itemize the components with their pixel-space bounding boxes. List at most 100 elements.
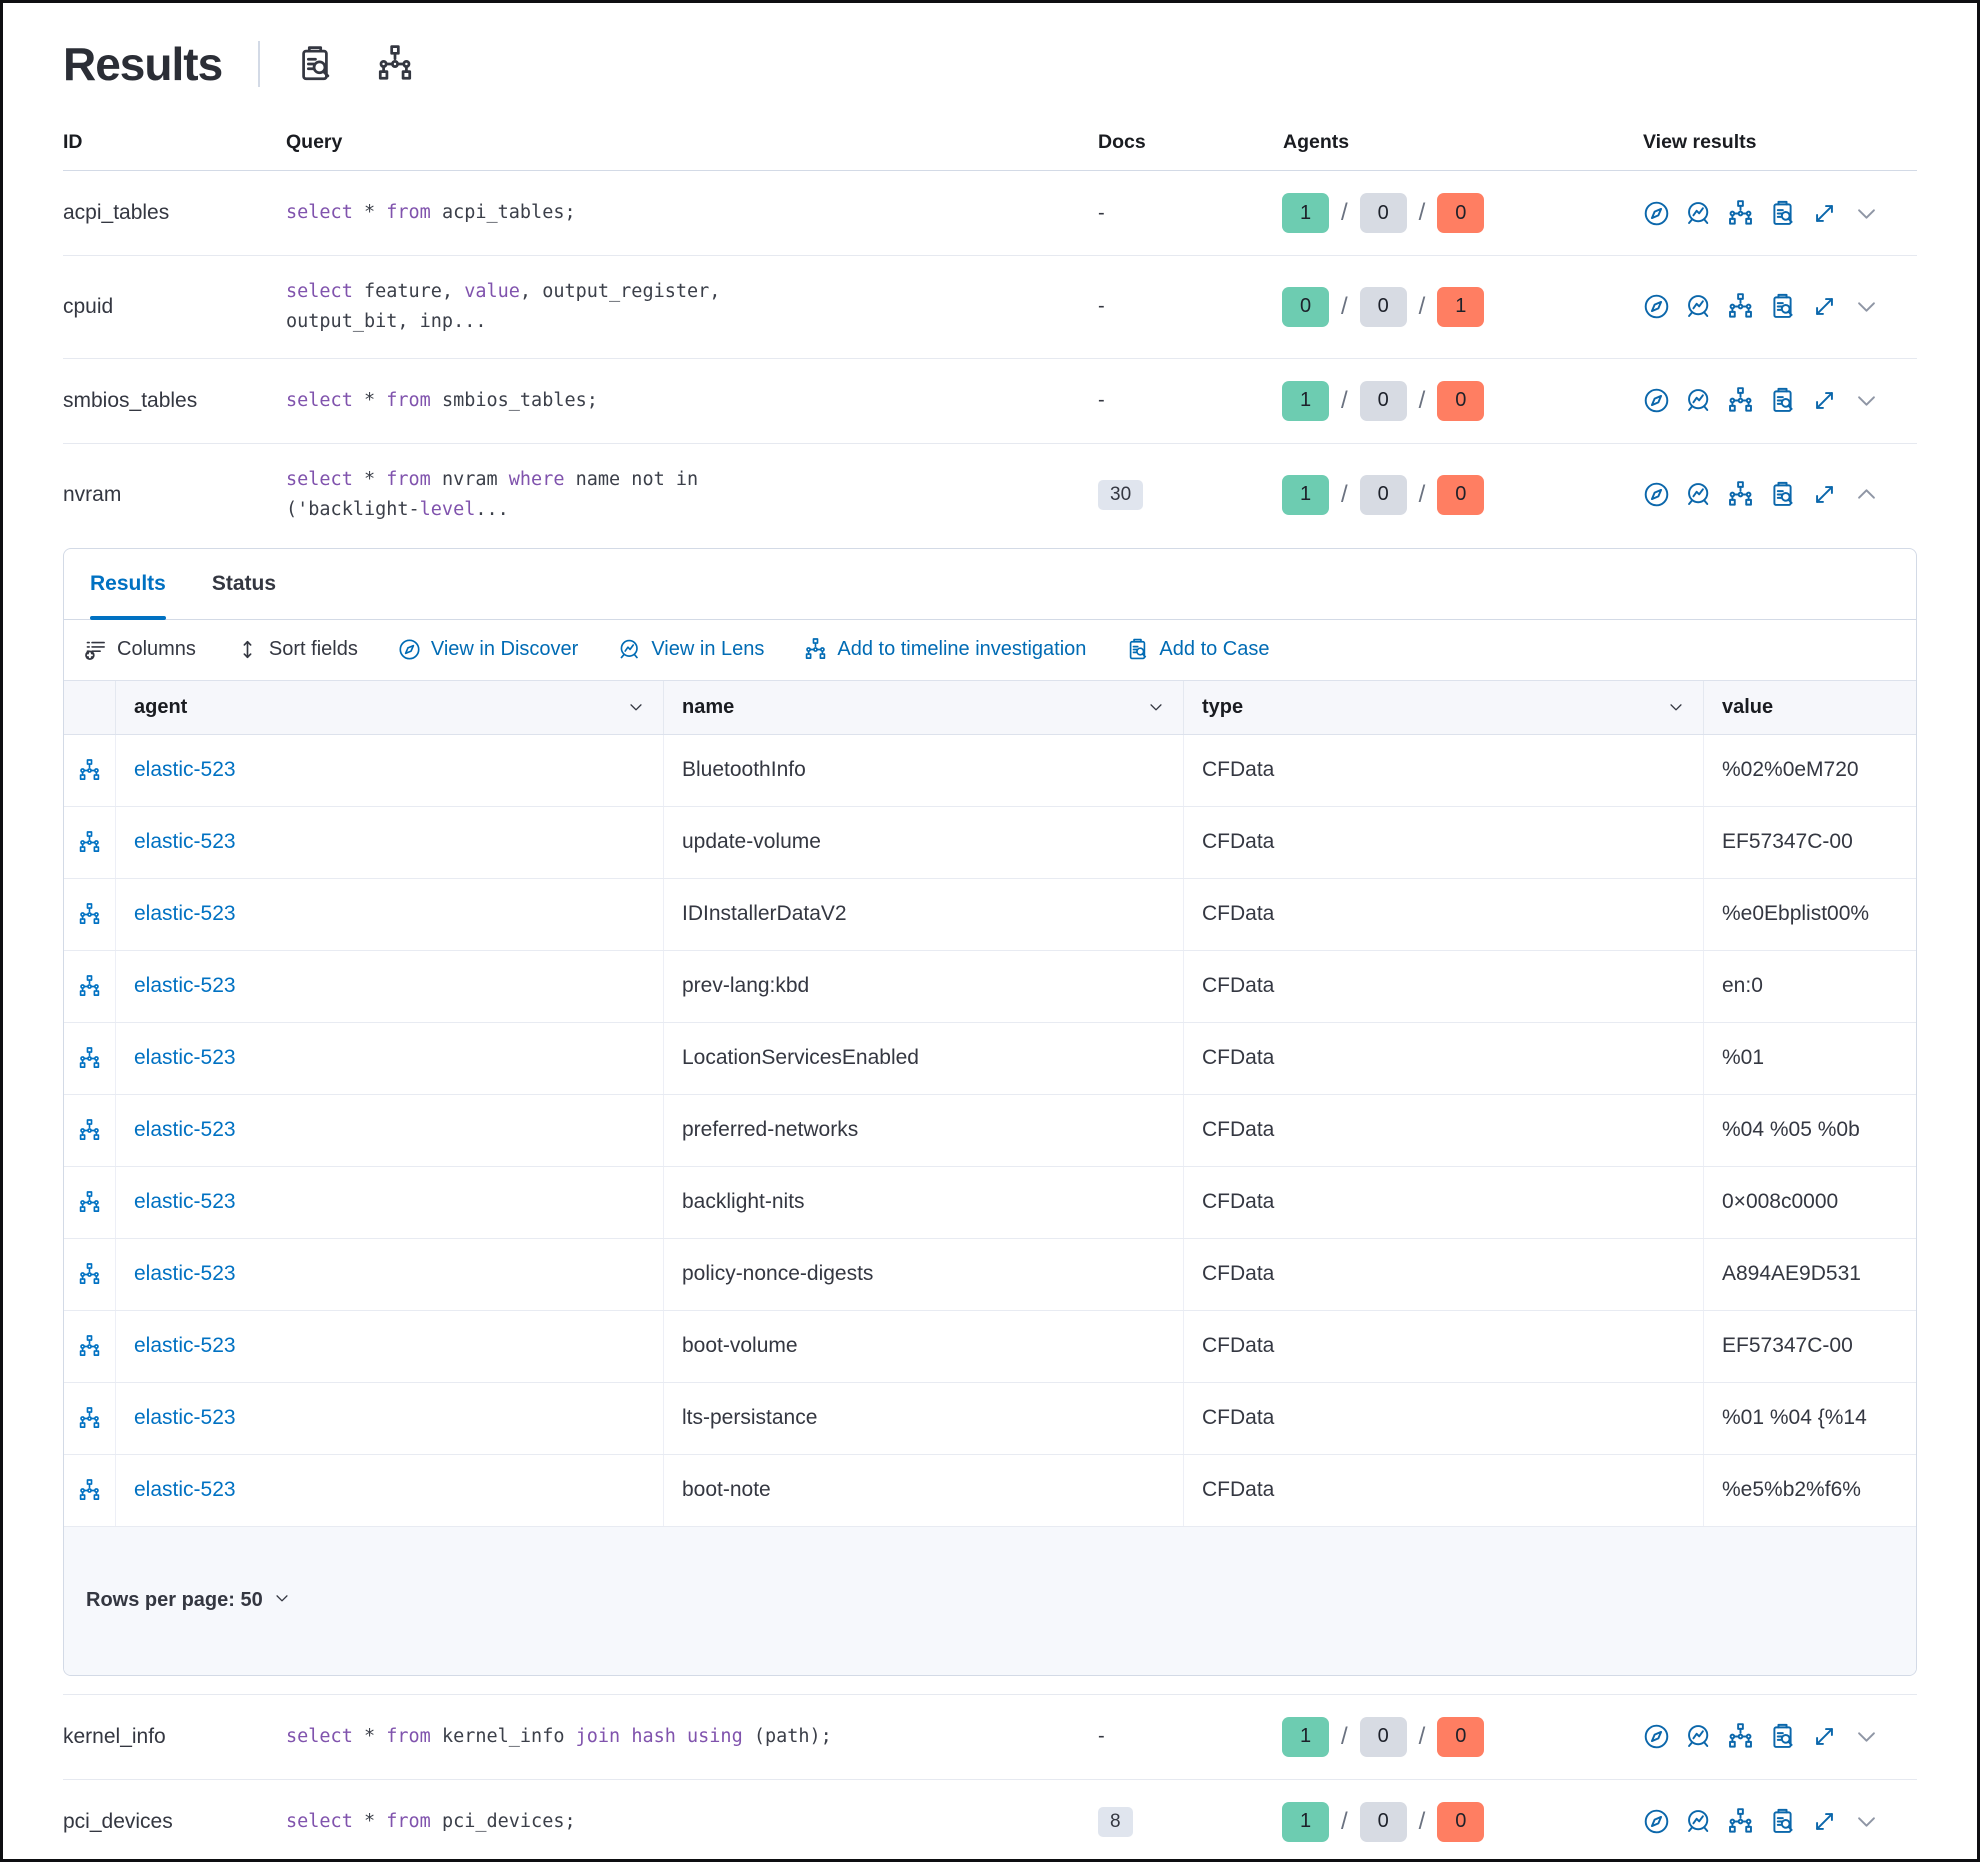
- add-to-timeline-investigation-button[interactable]: [1727, 1808, 1754, 1835]
- add-to-timeline-button[interactable]: [78, 759, 101, 782]
- case-icon: [1773, 200, 1793, 225]
- toolbar-label: Add to Case: [1159, 638, 1270, 661]
- add-to-timeline-button[interactable]: [78, 1335, 101, 1358]
- add-to-case-button[interactable]: [1769, 1723, 1796, 1750]
- agents-pending-badge: 0: [1359, 380, 1407, 421]
- agent-link[interactable]: elastic-523: [134, 830, 236, 854]
- collapse-row-button[interactable]: [1853, 481, 1880, 508]
- agent-link[interactable]: elastic-523: [134, 902, 236, 926]
- expand-row-button[interactable]: [1853, 1808, 1880, 1835]
- value-cell: 0×008c0000: [1722, 1190, 1839, 1214]
- view-in-lens-button[interactable]: [1685, 293, 1712, 320]
- view-in-discover-button[interactable]: [1643, 481, 1670, 508]
- add-to-case-button[interactable]: [1769, 293, 1796, 320]
- add-to-timeline-button[interactable]: [78, 1263, 101, 1286]
- agent-link[interactable]: elastic-523: [134, 1190, 236, 1214]
- result-row: elastic-523 prev-lang:kbd CFData en:0: [64, 950, 1916, 1023]
- add-to-timeline-button[interactable]: [78, 1407, 101, 1430]
- add-to-case-button[interactable]: [1769, 1808, 1796, 1835]
- rows-per-page-button[interactable]: Rows per page: 50: [86, 1589, 291, 1613]
- expand-icon: [1816, 1728, 1833, 1746]
- add-to-timeline-investigation-button[interactable]: [1727, 199, 1754, 227]
- add-to-timeline-investigation-button[interactable]: Add to timeline investigation: [804, 638, 1086, 661]
- row-actions-cell: [64, 1094, 116, 1166]
- agent-link[interactable]: elastic-523: [134, 1334, 236, 1358]
- tab-results[interactable]: Results: [90, 549, 166, 620]
- grid-column-header-value[interactable]: value: [1704, 681, 1916, 734]
- view-in-discover-button[interactable]: [1643, 200, 1670, 227]
- open-results-in-full-screen-button[interactable]: [1811, 481, 1838, 508]
- agents-status: 0 / 0 / 1: [1268, 286, 1643, 327]
- add-to-timeline-button[interactable]: [78, 1191, 101, 1214]
- result-row: elastic-523 update-volume CFData EF57347C-0…: [64, 806, 1916, 879]
- agent-link[interactable]: elastic-523: [134, 974, 236, 998]
- columns-button[interactable]: Columns: [84, 638, 196, 661]
- view-in-lens-button[interactable]: [1685, 481, 1712, 508]
- agent-link[interactable]: elastic-523: [134, 1478, 236, 1502]
- add-to-case-button[interactable]: Add to Case: [1126, 638, 1270, 661]
- open-results-in-full-screen-button[interactable]: [1811, 1723, 1838, 1750]
- agents-status: 1 / 0 / 0: [1268, 474, 1643, 515]
- column-header-view-results: View results: [1643, 131, 1757, 153]
- open-results-in-full-screen-button[interactable]: [1811, 200, 1838, 227]
- view-in-lens-button[interactable]: [1685, 1808, 1712, 1835]
- add-to-timeline-button[interactable]: [376, 45, 414, 83]
- row-actions-cell: [64, 1166, 116, 1238]
- expand-row-button[interactable]: [1853, 387, 1880, 414]
- grid-column-header-agent[interactable]: agent: [116, 680, 664, 734]
- timeline-icon: [79, 1191, 100, 1212]
- title-divider: [258, 41, 261, 87]
- view-in-discover-button[interactable]: [1643, 293, 1670, 320]
- grid-column-header-type[interactable]: type: [1184, 680, 1704, 734]
- timeline-icon: [1729, 293, 1752, 319]
- agent-link[interactable]: elastic-523: [134, 1046, 236, 1070]
- row-actions-cell: [64, 1454, 116, 1526]
- live-query-details-button[interactable]: [296, 45, 334, 83]
- view-in-discover-button[interactable]: View in Discover: [398, 638, 578, 661]
- docs-count: 8: [1083, 1806, 1268, 1837]
- sql-text: (path);: [742, 1725, 832, 1747]
- add-to-case-button[interactable]: [1769, 481, 1796, 508]
- query-id: nvram: [63, 482, 122, 506]
- add-to-timeline-investigation-button[interactable]: [1727, 293, 1754, 320]
- add-to-timeline-button[interactable]: [78, 1047, 101, 1070]
- add-to-timeline-button[interactable]: [78, 975, 101, 998]
- agents-success-badge: 1: [1282, 1801, 1329, 1842]
- view-in-lens-button[interactable]: [1685, 1723, 1712, 1750]
- view-in-discover-button[interactable]: [1643, 1808, 1670, 1835]
- view-in-lens-button[interactable]: [1685, 387, 1712, 414]
- grid-column-header-name[interactable]: name: [664, 680, 1184, 734]
- open-results-in-full-screen-button[interactable]: [1811, 1808, 1838, 1835]
- type-cell: CFData: [1184, 1238, 1704, 1310]
- view-in-discover-button[interactable]: [1643, 387, 1670, 414]
- agents-failed-badge: 0: [1437, 474, 1485, 515]
- add-to-case-button[interactable]: [1769, 387, 1796, 414]
- expand-row-button[interactable]: [1853, 1723, 1880, 1750]
- view-in-lens-button[interactable]: [1685, 200, 1712, 227]
- view-in-lens-button[interactable]: View in Lens: [618, 638, 764, 661]
- sort-fields-button[interactable]: Sort fields: [236, 638, 358, 661]
- add-to-timeline-investigation-button[interactable]: [1727, 1723, 1754, 1750]
- agent-link[interactable]: elastic-523: [134, 1262, 236, 1286]
- queries-table-body: acpi_tables select * from acpi_tables; -1/…: [63, 171, 1917, 1859]
- add-to-timeline-button[interactable]: [78, 1479, 101, 1502]
- agent-cell: elastic-523: [116, 1382, 664, 1454]
- agent-link[interactable]: elastic-523: [134, 1118, 236, 1142]
- value-cell: en:0: [1722, 974, 1763, 998]
- toolbar-label: Add to timeline investigation: [837, 638, 1087, 661]
- add-to-timeline-investigation-button[interactable]: [1727, 481, 1754, 508]
- agent-link[interactable]: elastic-523: [134, 758, 236, 782]
- expand-row-button[interactable]: [1853, 200, 1880, 227]
- timeline-icon: [79, 831, 100, 852]
- agent-link[interactable]: elastic-523: [134, 1406, 236, 1430]
- add-to-timeline-button[interactable]: [78, 1119, 101, 1142]
- expand-row-button[interactable]: [1853, 293, 1880, 320]
- open-results-in-full-screen-button[interactable]: [1811, 293, 1838, 320]
- view-in-discover-button[interactable]: [1643, 1723, 1670, 1750]
- add-to-timeline-button[interactable]: [78, 831, 101, 854]
- tab-status[interactable]: Status: [211, 571, 277, 595]
- add-to-case-button[interactable]: [1769, 200, 1796, 227]
- add-to-timeline-button[interactable]: [78, 903, 101, 926]
- add-to-timeline-investigation-button[interactable]: [1727, 387, 1754, 414]
- open-results-in-full-screen-button[interactable]: [1811, 387, 1838, 414]
